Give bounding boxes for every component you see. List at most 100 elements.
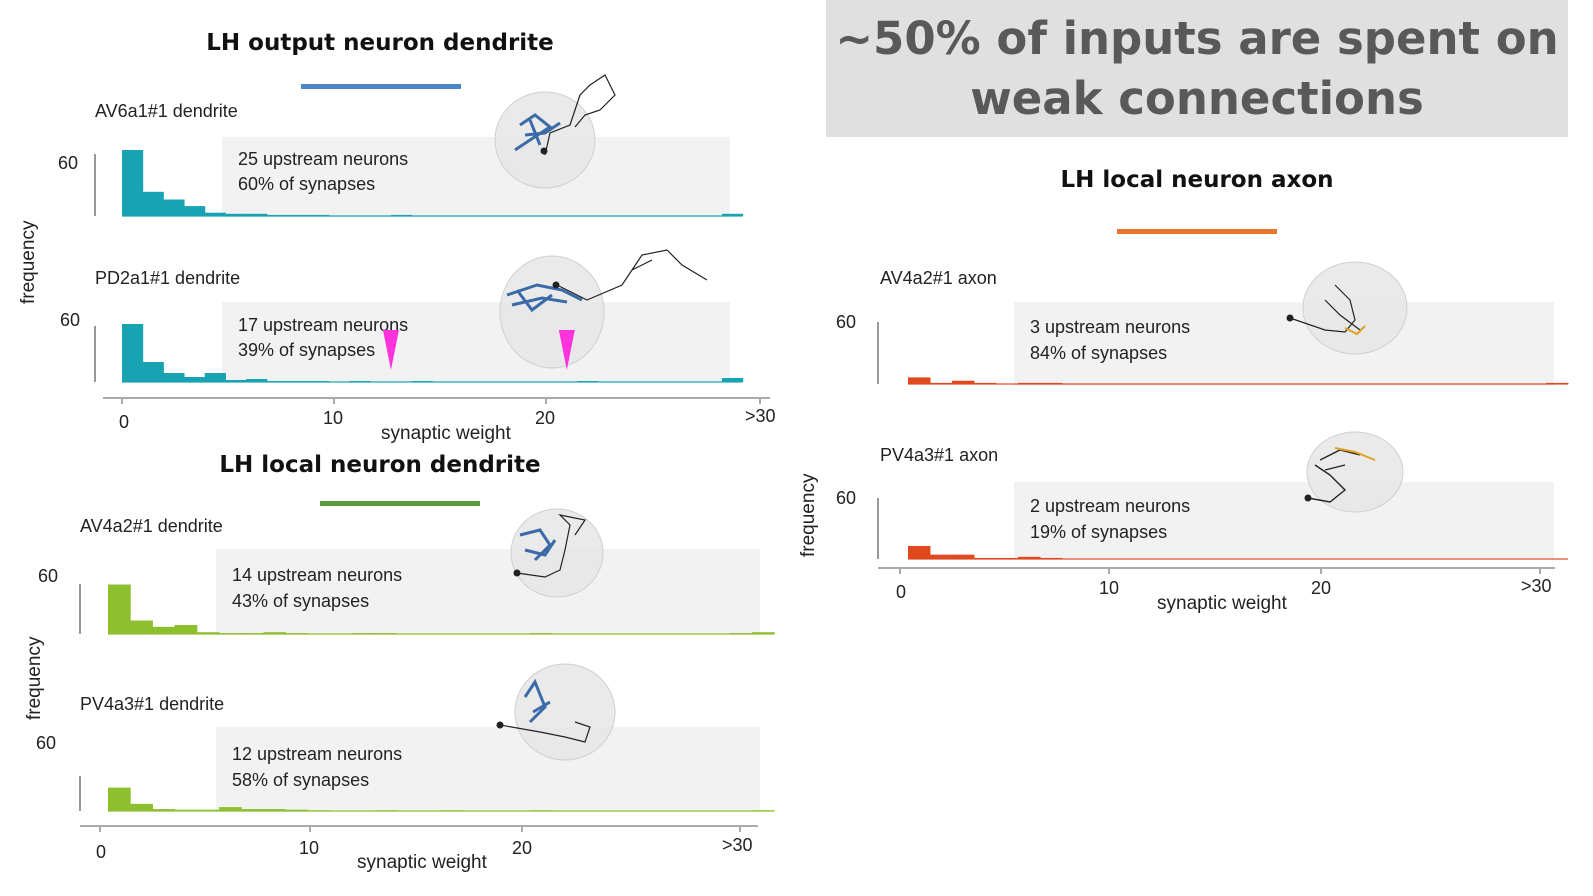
ytick-60: 60 xyxy=(60,310,81,330)
histogram-bar xyxy=(1546,382,1569,384)
xtick-label: >30 xyxy=(722,835,753,855)
histogram-bar xyxy=(285,633,309,634)
xtick-label: 10 xyxy=(299,838,320,858)
histogram-bar xyxy=(246,379,268,382)
histogram-bar xyxy=(996,557,1019,559)
info-box-pv4a3-dendrite: 12 upstream neurons 58% of synapses xyxy=(216,727,760,812)
section-title-local-axon: LH local neuron axon xyxy=(1060,167,1334,193)
histogram-bar xyxy=(241,633,264,634)
histogram-bar xyxy=(952,380,975,384)
histogram-bar xyxy=(287,381,309,382)
histogram-bar xyxy=(219,633,242,634)
histogram-bar xyxy=(1018,382,1041,384)
ytick-60: 60 xyxy=(36,733,57,753)
histogram-bar xyxy=(952,554,975,559)
info-box-av4a2-axon: 3 upstream neurons 84% of synapses xyxy=(1014,302,1554,386)
histogram-bar xyxy=(152,809,176,811)
histogram-bar xyxy=(577,381,599,382)
histogram-bar xyxy=(266,214,289,216)
x-axis-label: synaptic weight xyxy=(381,423,511,444)
histogram-bar xyxy=(163,373,185,382)
histogram-bar xyxy=(529,633,553,634)
histogram-bar xyxy=(729,633,753,634)
headline-banner: ~50% of inputs are spent on weak connect… xyxy=(826,0,1568,137)
xtick-label: 20 xyxy=(1311,578,1332,598)
x-axis-label: synaptic weight xyxy=(357,852,487,873)
panel-label-av4a2-dendrite: AV4a2#1 dendrite xyxy=(80,516,223,536)
xtick-label: 0 xyxy=(119,412,130,432)
histogram-bar xyxy=(752,632,775,634)
synapse-percent: 39% of synapses xyxy=(238,340,376,360)
synapse-percent: 58% of synapses xyxy=(232,770,370,790)
x-axis-label: synaptic weight xyxy=(1157,593,1287,614)
xtick-label: 20 xyxy=(512,838,533,858)
xtick-label: >30 xyxy=(745,406,776,426)
info-box-av6a1-dendrite: 25 upstream neurons 60% of synapses xyxy=(222,137,730,217)
xtick-label: 10 xyxy=(323,408,344,428)
xtick-label: 0 xyxy=(896,582,907,602)
histogram-bar xyxy=(411,381,433,382)
histogram-bar xyxy=(142,191,164,216)
synapse-percent: 84% of synapses xyxy=(1030,343,1168,363)
histogram-bar xyxy=(225,213,247,216)
histogram-bar xyxy=(196,809,220,811)
histogram-bar xyxy=(263,632,287,634)
histogram-bar xyxy=(108,787,131,811)
ytick-60: 60 xyxy=(836,488,857,508)
panel-label-pv4a3-axon: PV4a3#1 axon xyxy=(880,445,999,465)
info-box-pd2a1-dendrite: 17 upstream neurons 39% of synapses xyxy=(222,302,730,382)
panel-label-av4a2-axon: AV4a2#1 axon xyxy=(880,268,997,288)
histogram-bar xyxy=(441,810,464,811)
info-box-av4a2-dendrite: 14 upstream neurons 43% of synapses xyxy=(216,549,760,635)
histogram-bar xyxy=(241,809,264,811)
histogram-bar xyxy=(908,377,931,384)
histogram-bar xyxy=(122,324,144,382)
histogram-bar xyxy=(1040,382,1063,384)
synapse-percent: 19% of synapses xyxy=(1030,522,1168,542)
histogram-bar xyxy=(1018,556,1041,559)
histogram-bar xyxy=(349,381,371,382)
info-box-pv4a3-axon: 2 upstream neurons 19% of synapses xyxy=(1014,482,1554,559)
neuron-morphology-icon xyxy=(499,249,708,369)
neuron-morphology-icon xyxy=(510,508,604,598)
histogram-bar xyxy=(1040,557,1063,559)
histogram-bar xyxy=(122,150,144,216)
xtick-label: 0 xyxy=(96,842,107,862)
ytick-60: 60 xyxy=(38,566,59,586)
histogram-bar xyxy=(246,213,268,216)
histogram-bar xyxy=(390,214,413,216)
histogram-bar xyxy=(204,373,226,382)
marker-triangle xyxy=(382,330,399,370)
synapse-percent: 43% of synapses xyxy=(232,591,370,611)
histogram-bar xyxy=(142,362,164,382)
histogram-bar xyxy=(266,381,289,382)
histogram-bar xyxy=(908,546,931,559)
panel-label-av6a1-dendrite: AV6a1#1 dendrite xyxy=(95,101,238,121)
neuron-morphology-icon xyxy=(1286,261,1408,355)
histogram-bar xyxy=(196,632,220,634)
section-title-local-dendrite: LH local neuron dendrite xyxy=(219,452,541,478)
neuron-morphology-icon xyxy=(494,74,616,189)
neuron-morphology-icon xyxy=(496,663,616,761)
histogram-bar xyxy=(974,557,997,559)
histogram-bar xyxy=(285,809,309,811)
section-color-bar-output xyxy=(301,84,461,89)
histogram-bar xyxy=(308,214,330,216)
histogram-bar xyxy=(529,810,553,811)
histogram-bar xyxy=(174,809,198,811)
section-color-bar-local-dendrite xyxy=(320,501,480,506)
section-color-bar-local-axon xyxy=(1117,229,1277,234)
histogram-bar xyxy=(308,381,330,382)
upstream-count: 3 upstream neurons xyxy=(1030,317,1191,337)
neuron-morphology-icon xyxy=(1304,431,1404,513)
upstream-count: 14 upstream neurons xyxy=(232,565,403,585)
panel-label-pv4a3-dendrite: PV4a3#1 dendrite xyxy=(80,694,225,714)
upstream-count: 2 upstream neurons xyxy=(1030,496,1191,516)
histogram-bar xyxy=(352,633,375,634)
marker-triangle xyxy=(558,330,575,370)
histogram-bar xyxy=(374,633,398,634)
histogram-bar xyxy=(263,809,287,811)
ytick-60: 60 xyxy=(836,312,857,332)
histogram-bar xyxy=(204,212,226,216)
